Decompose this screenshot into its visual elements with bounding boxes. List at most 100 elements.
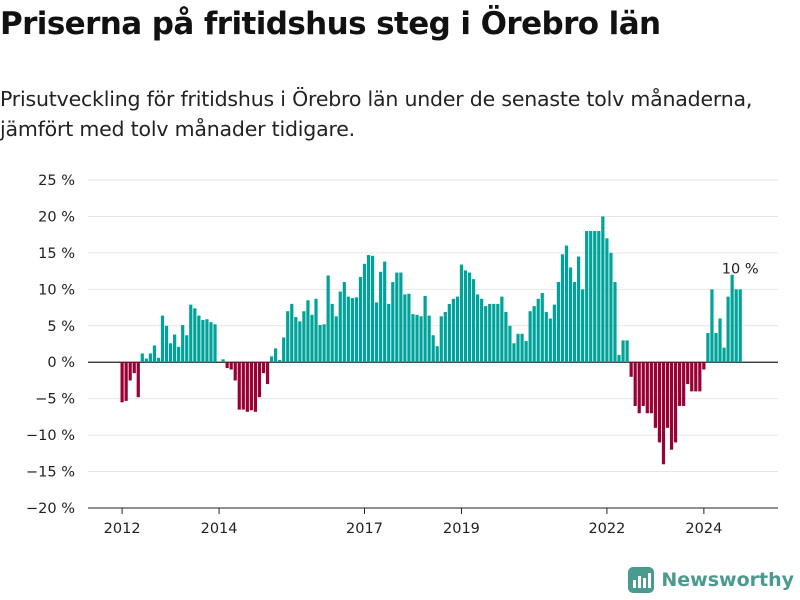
bar	[334, 316, 338, 363]
bar	[617, 354, 621, 363]
bar	[443, 311, 447, 363]
bar	[354, 297, 359, 363]
bar	[471, 279, 476, 363]
bar	[706, 333, 710, 363]
bar	[686, 362, 690, 385]
y-tick-label: −20 %	[26, 501, 75, 517]
bar	[265, 362, 270, 385]
bar	[601, 216, 605, 363]
bar	[411, 314, 415, 363]
bar	[516, 333, 520, 363]
bar-series	[120, 216, 742, 465]
annotation: 10 %	[722, 261, 759, 277]
bar	[678, 362, 682, 406]
bar	[435, 346, 439, 363]
bar	[528, 311, 532, 363]
bar	[370, 255, 375, 363]
bar	[629, 362, 633, 377]
bar	[274, 348, 278, 363]
bar	[564, 245, 569, 363]
bar	[548, 318, 552, 363]
bar	[189, 304, 193, 363]
bar	[649, 362, 653, 414]
bar	[168, 343, 173, 363]
bar	[669, 362, 674, 450]
bar	[661, 362, 666, 465]
bar	[653, 362, 657, 428]
bar	[173, 334, 177, 363]
bar	[403, 294, 407, 363]
y-tick-label: 10 %	[38, 282, 75, 298]
bar	[585, 231, 589, 363]
bar	[358, 276, 363, 363]
chart-title: Priserna på fritidshus steg i Örebro län	[0, 6, 661, 42]
bar	[431, 335, 435, 363]
bar	[330, 303, 334, 363]
bar	[577, 256, 581, 363]
bar	[383, 261, 387, 363]
bar	[710, 289, 714, 363]
bar	[160, 315, 165, 363]
bar	[156, 357, 161, 363]
bar	[459, 264, 464, 363]
bar	[702, 362, 706, 370]
bar-chart: −20 % −15 % −10 % −5 % 0 % 5 % 10 % 15 % 20 % 25 …	[26, 173, 778, 537]
bar	[722, 347, 726, 363]
y-tick-label: 25 %	[38, 173, 75, 189]
bar	[605, 238, 609, 363]
bar	[657, 362, 662, 443]
bar	[536, 298, 540, 363]
bar	[177, 346, 181, 363]
bar	[645, 362, 649, 414]
bar	[597, 231, 601, 363]
bar	[124, 362, 128, 401]
bar	[415, 314, 419, 363]
bar	[637, 362, 641, 414]
bar	[140, 353, 144, 363]
bar	[350, 298, 354, 363]
bar	[633, 362, 637, 406]
bar	[581, 289, 585, 363]
bar	[136, 362, 140, 398]
bar	[282, 337, 286, 363]
bar	[326, 275, 330, 363]
y-tick-label: 20 %	[38, 209, 75, 225]
bar	[342, 282, 346, 363]
bar	[197, 315, 201, 363]
bar	[148, 353, 152, 363]
bar	[152, 345, 157, 363]
bar	[439, 316, 443, 363]
bar	[738, 289, 742, 363]
brand-logo: Newsworthy	[627, 566, 794, 594]
bar	[391, 282, 395, 363]
x-tick-label: 2024	[685, 521, 722, 537]
bar	[128, 362, 132, 381]
bar	[132, 362, 136, 374]
bar	[524, 341, 528, 363]
bar	[375, 302, 379, 363]
bar	[286, 311, 290, 363]
bar	[294, 317, 298, 363]
y-tick-label: −5 %	[35, 392, 75, 408]
bar	[249, 362, 253, 411]
bar	[269, 356, 274, 363]
bar	[532, 306, 536, 363]
bar	[427, 315, 431, 363]
bar	[209, 322, 213, 363]
bar	[730, 274, 734, 363]
bar	[568, 267, 573, 363]
bar	[455, 296, 460, 363]
bar	[261, 362, 266, 374]
bar	[726, 296, 730, 363]
x-tick-label: 2014	[201, 521, 238, 537]
bar	[181, 325, 185, 363]
bar	[447, 303, 451, 363]
bar	[185, 335, 189, 363]
newsworthy-logo-icon	[628, 567, 655, 593]
annotation-label: 10 %	[722, 261, 759, 277]
bar	[520, 333, 524, 363]
x-tick-label: 2012	[104, 521, 141, 537]
bar	[682, 362, 686, 406]
bar	[205, 319, 209, 363]
chart-subtitle: Prisutveckling för fritidshus i Örebro l…	[0, 87, 753, 141]
